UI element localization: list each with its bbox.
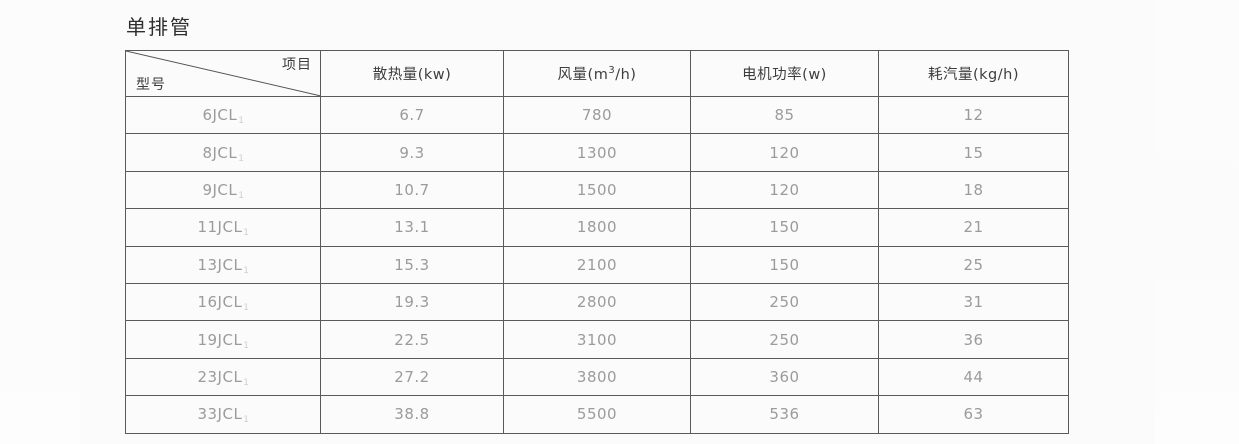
cell-heat: 13.1 xyxy=(320,208,504,247)
table-row: 9JCL1 10.7 1500 120 18 xyxy=(125,170,1069,210)
cell-power: 120 xyxy=(690,170,879,210)
cell-steam: 31 xyxy=(878,282,1069,322)
cell-model: 11JCL1 xyxy=(125,208,321,247)
header-cell-power: 电机功率(w) xyxy=(690,50,879,97)
model-subscript: 1 xyxy=(238,116,245,127)
model-subscript: 1 xyxy=(243,303,250,314)
header-air-post: /h) xyxy=(615,67,637,83)
cell-steam: 21 xyxy=(878,208,1069,247)
cell-model: 23JCL1 xyxy=(125,357,321,397)
table-row: 8JCL1 9.3 1300 120 15 xyxy=(125,133,1069,172)
table-header-row: 项目 型号 散热量(kw) 风量(m3/h) 电机功率(w) 耗汽量(kg/h) xyxy=(125,50,1069,97)
header-cell-corner: 项目 型号 xyxy=(125,50,321,97)
table-row: 11JCL1 13.1 1800 150 21 xyxy=(125,208,1069,247)
cell-air: 1300 xyxy=(503,133,691,172)
cell-model: 33JCL1 xyxy=(125,395,321,434)
header-cell-steam: 耗汽量(kg/h) xyxy=(878,50,1069,97)
table-header: 项目 型号 散热量(kw) 风量(m3/h) 电机功率(w) 耗汽量(kg/h) xyxy=(125,50,1069,97)
cell-air: 5500 xyxy=(503,395,691,434)
header-air-pre: 风量(m xyxy=(557,67,609,83)
cell-air: 780 xyxy=(503,95,691,135)
model-subscript: 1 xyxy=(238,153,245,164)
model-subscript: 1 xyxy=(238,190,245,201)
cell-air: 1500 xyxy=(503,170,691,210)
table-row: 16JCL1 19.3 2800 250 31 xyxy=(125,282,1069,322)
table-row: 19JCL1 22.5 3100 250 36 xyxy=(125,320,1069,359)
header-cell-heat: 散热量(kw) xyxy=(320,50,504,97)
cell-steam: 63 xyxy=(878,395,1069,434)
cell-model: 8JCL1 xyxy=(125,133,321,172)
cell-power: 250 xyxy=(690,320,879,359)
cell-steam: 15 xyxy=(878,133,1069,172)
cell-power: 150 xyxy=(690,245,879,284)
model-subscript: 1 xyxy=(243,340,250,351)
cell-air: 2800 xyxy=(503,282,691,322)
cell-model: 13JCL1 xyxy=(125,245,321,284)
cell-power: 360 xyxy=(690,357,879,397)
cell-heat: 27.2 xyxy=(320,357,504,397)
cell-steam: 25 xyxy=(878,245,1069,284)
table-body: 6JCL1 6.7 780 85 12 8JCL1 9.3 1300 120 15 9JCL1 10.… xyxy=(125,95,1069,434)
cell-heat: 15.3 xyxy=(320,245,504,284)
cell-heat: 22.5 xyxy=(320,320,504,359)
cell-steam: 36 xyxy=(878,320,1069,359)
cell-power: 536 xyxy=(690,395,879,434)
header-label-item: 项目 xyxy=(282,57,312,73)
cell-heat: 9.3 xyxy=(320,133,504,172)
cell-heat: 19.3 xyxy=(320,282,504,322)
page-title: 单排管 xyxy=(126,15,192,39)
cell-model: 19JCL1 xyxy=(125,320,321,359)
table-row: 13JCL1 15.3 2100 150 25 xyxy=(125,245,1069,284)
cell-air: 3800 xyxy=(503,357,691,397)
cell-air: 3100 xyxy=(503,320,691,359)
model-subscript: 1 xyxy=(243,377,250,388)
table-row: 6JCL1 6.7 780 85 12 xyxy=(125,95,1069,135)
spec-table-container: 项目 型号 散热量(kw) 风量(m3/h) 电机功率(w) 耗汽量(kg/h)… xyxy=(125,50,1069,434)
table-row: 23JCL1 27.2 3800 360 44 xyxy=(125,357,1069,397)
model-subscript: 1 xyxy=(243,415,250,426)
cell-power: 85 xyxy=(690,95,879,135)
cell-power: 120 xyxy=(690,133,879,172)
table-row: 33JCL1 38.8 5500 536 63 xyxy=(125,395,1069,434)
header-air-superscript: 3 xyxy=(608,65,616,77)
cell-steam: 44 xyxy=(878,357,1069,397)
model-subscript: 1 xyxy=(243,265,250,276)
cell-air: 1800 xyxy=(503,208,691,247)
cell-heat: 10.7 xyxy=(320,170,504,210)
cell-power: 250 xyxy=(690,282,879,322)
cell-air: 2100 xyxy=(503,245,691,284)
header-label-model: 型号 xyxy=(136,77,166,93)
cell-heat: 6.7 xyxy=(320,95,504,135)
cell-model: 16JCL1 xyxy=(125,282,321,322)
cell-model: 9JCL1 xyxy=(125,170,321,210)
header-cell-air: 风量(m3/h) xyxy=(503,50,691,97)
cell-steam: 18 xyxy=(878,170,1069,210)
model-subscript: 1 xyxy=(243,228,250,239)
cell-power: 150 xyxy=(690,208,879,247)
cell-heat: 38.8 xyxy=(320,395,504,434)
cell-steam: 12 xyxy=(878,95,1069,135)
specification-table: 项目 型号 散热量(kw) 风量(m3/h) 电机功率(w) 耗汽量(kg/h)… xyxy=(125,50,1069,434)
cell-model: 6JCL1 xyxy=(125,95,321,135)
